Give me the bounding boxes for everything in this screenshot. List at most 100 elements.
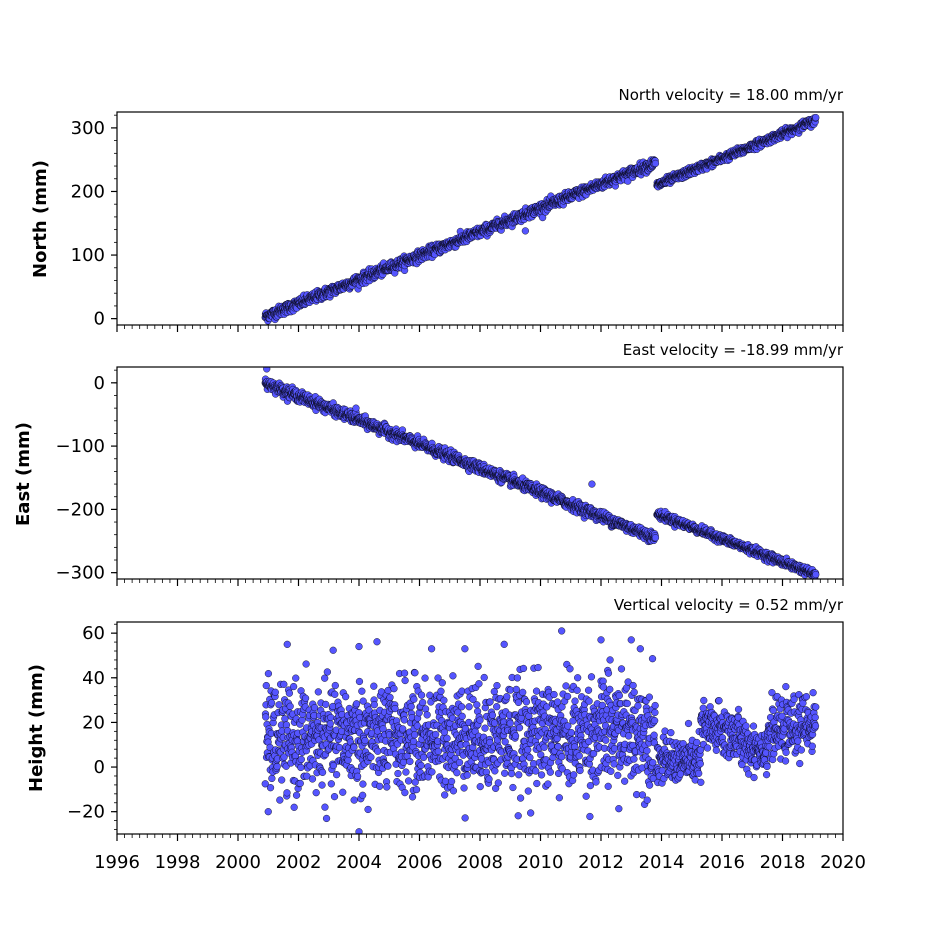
height-data-point (290, 682, 298, 691)
north-panel: North velocity = 18.00 mm/yr 0100200300 … (30, 86, 844, 332)
height-data-point (327, 713, 335, 722)
height-data-point (359, 791, 367, 799)
height-data-point (394, 769, 402, 778)
height-data-point (285, 689, 293, 697)
height-data-point (283, 640, 291, 648)
height-data-point (399, 725, 407, 733)
north-outlier-point (521, 227, 529, 235)
north-y-tick-label: 300 (71, 118, 105, 139)
height-data-point (406, 757, 414, 766)
east-y-tick-label: −200 (56, 499, 105, 520)
north-axis-label: North (mm) (30, 160, 51, 278)
height-data-point (283, 789, 291, 797)
height-data-point (296, 779, 304, 788)
height-data-point (273, 763, 281, 771)
height-data-point (321, 674, 329, 682)
height-data-point (331, 690, 339, 698)
height-data-point (292, 791, 301, 799)
height-data-point (292, 674, 300, 682)
north-x-ticks (116, 325, 844, 332)
height-data-point (326, 720, 334, 728)
height-data-point (280, 680, 288, 688)
north-y-ticks: 0 100 200 300 (71, 114, 117, 330)
height-data-point (281, 715, 289, 723)
height-data-point (367, 753, 375, 761)
height-data-point (322, 814, 331, 823)
height-data-point (266, 784, 275, 792)
height-data-point (278, 776, 286, 784)
height-data-point (333, 771, 341, 779)
height-data-point (311, 704, 319, 712)
east-y-tick-label: −300 (56, 563, 105, 584)
north-points (261, 113, 820, 325)
height-data-point (297, 755, 305, 764)
height-data-point (301, 694, 310, 702)
height-data-point (359, 780, 367, 788)
east-outlier-point (588, 480, 596, 488)
height-data-point (386, 693, 394, 701)
height-data-point (308, 775, 317, 783)
height-data-point (373, 638, 381, 646)
height-data-point (411, 669, 419, 677)
height-data-point (354, 772, 362, 780)
height-data-point (370, 701, 378, 709)
height-data-point (276, 796, 284, 804)
north-y-tick-label: 100 (71, 245, 105, 266)
height-data-point (268, 774, 276, 783)
height-data-point (376, 782, 384, 790)
east-outlier-point (352, 404, 360, 412)
height-data-point (411, 731, 419, 739)
north-y-tick-label: 0 (94, 309, 105, 330)
height-data-point (374, 747, 382, 755)
height-data-point (286, 702, 294, 710)
height-data-point (350, 796, 358, 804)
height-data-point (384, 762, 392, 770)
vertical-velocity-title: Vertical velocity = 0.52 mm/yr (614, 596, 844, 614)
height-data-point (401, 676, 409, 685)
height-data-point (268, 699, 276, 707)
north-velocity-title: North velocity = 18.00 mm/yr (619, 86, 844, 104)
east-points (261, 367, 820, 579)
height-data-point (262, 681, 270, 690)
height-data-point (322, 700, 330, 708)
east-data-point (812, 570, 820, 579)
east-y-tick-label: 0 (94, 373, 105, 394)
height-data-point (408, 793, 417, 801)
north-data-point (651, 159, 660, 168)
east-axis-label: East (mm) (13, 422, 34, 526)
height-data-point (355, 677, 364, 686)
height-data-point (264, 670, 273, 678)
height-data-point (318, 768, 327, 776)
height-data-point (390, 685, 398, 693)
height-data-point (350, 743, 358, 751)
east-velocity-title: East velocity = -18.99 mm/yr (623, 341, 844, 359)
height-data-point (383, 783, 391, 791)
height-data-point (358, 687, 366, 695)
height-data-point (400, 669, 409, 677)
height-data-point (400, 716, 408, 724)
height-data-point (327, 780, 335, 788)
height-data-point (339, 788, 347, 796)
east-panel: East velocity = -18.99 mm/yr 0 −100 −200 −3… (13, 341, 844, 586)
north-y-tick-label: 200 (71, 181, 105, 202)
height-data-point (329, 646, 337, 654)
height-data-point (401, 789, 409, 797)
height-data-point (361, 736, 369, 745)
north-plot-frame (116, 111, 844, 326)
height-data-point (314, 688, 322, 696)
height-data-point (297, 763, 305, 772)
height-data-point (321, 803, 329, 811)
height-data-point (404, 777, 413, 785)
height-data-point (331, 681, 339, 690)
height-data-point (342, 693, 350, 701)
height-data-point (262, 713, 270, 721)
north-data-point (812, 113, 820, 122)
height-data-point (318, 781, 326, 789)
height-data-point (323, 668, 331, 676)
height-data-point (271, 688, 279, 696)
height-data-point (290, 803, 298, 811)
height-data-point (344, 756, 352, 764)
east-y-tick-label: −100 (56, 436, 105, 457)
north-data-point (624, 177, 632, 185)
